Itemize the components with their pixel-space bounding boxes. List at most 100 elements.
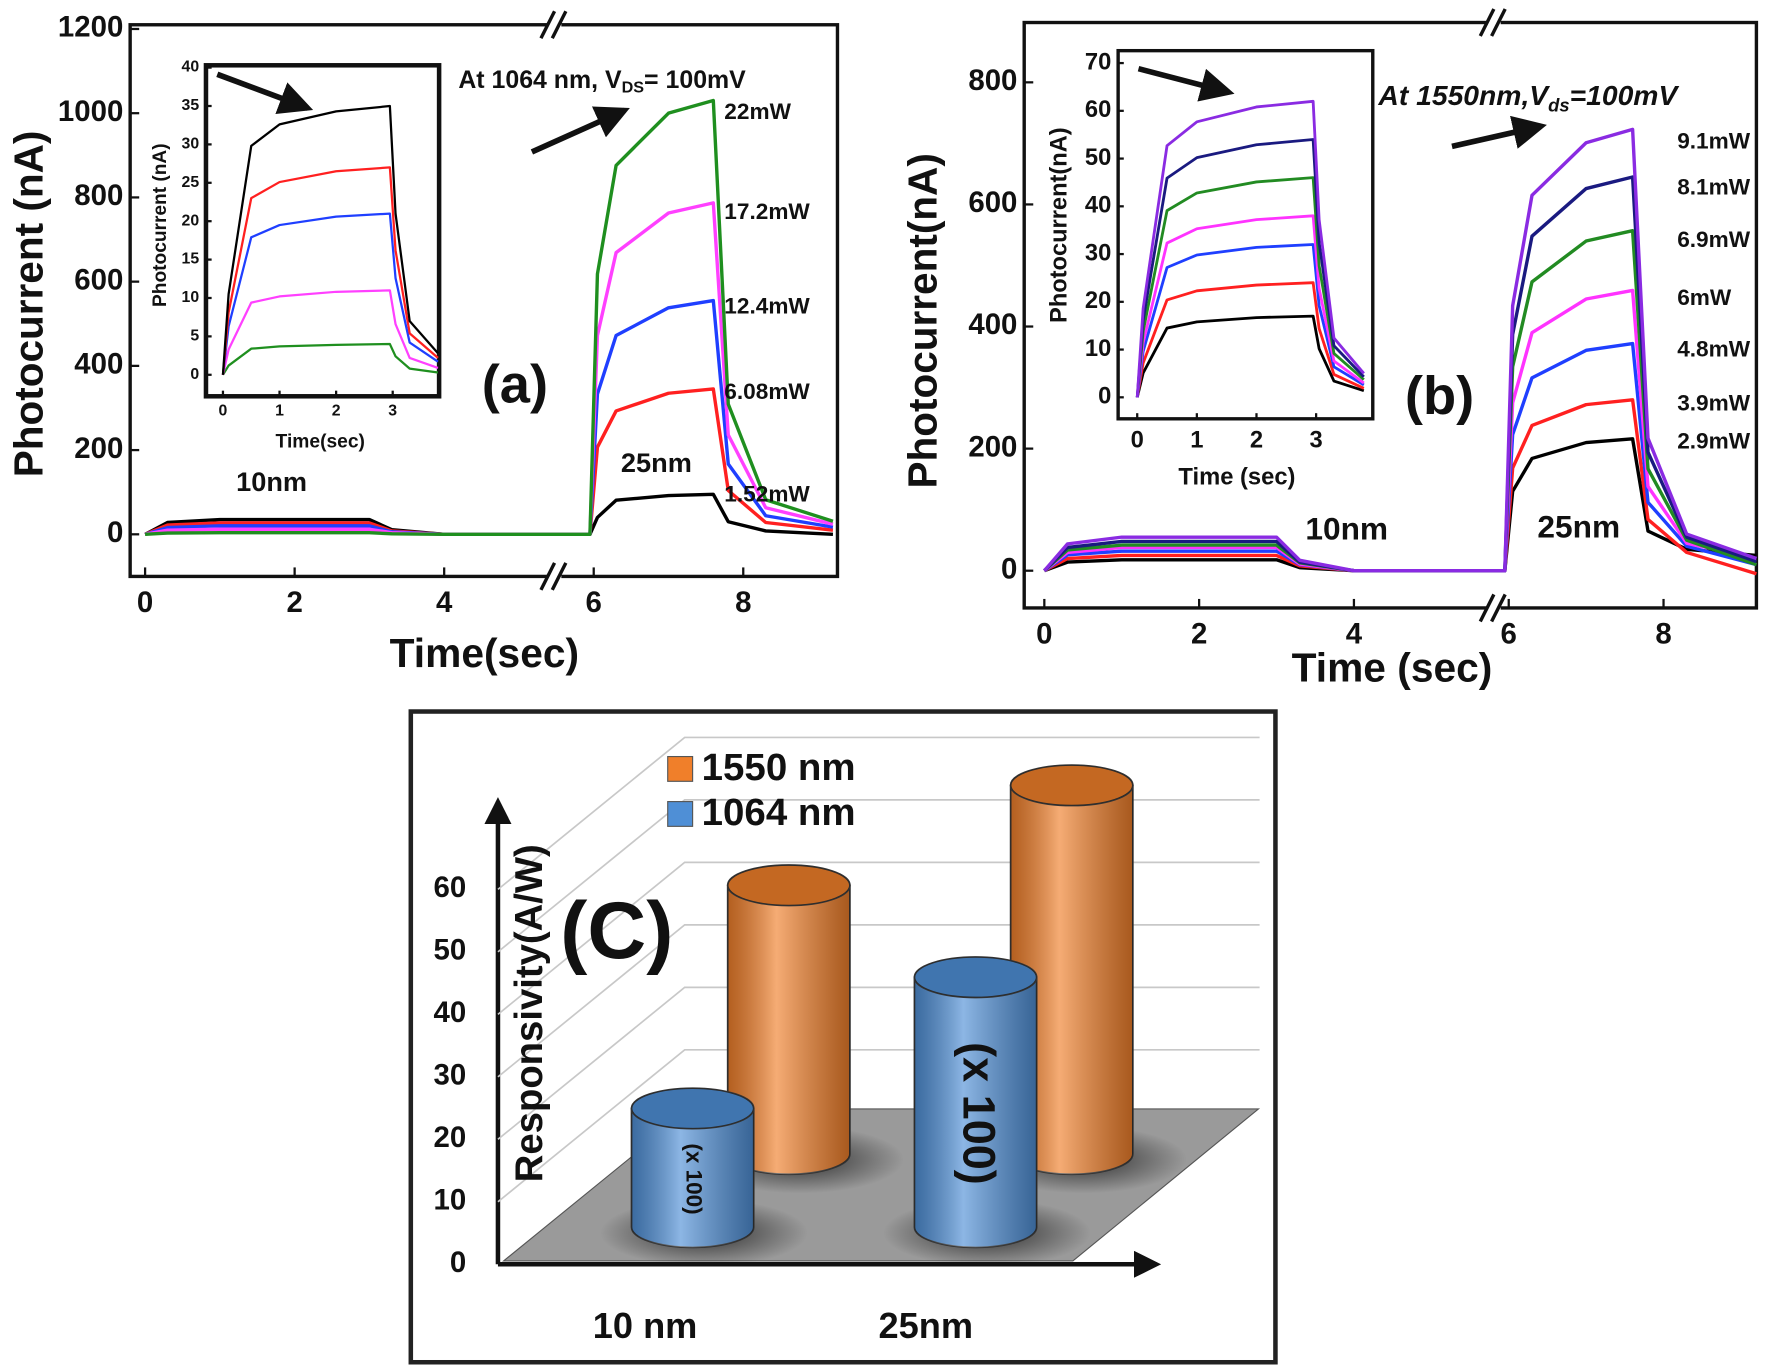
series-line (1135, 243, 1365, 398)
x-tick-label: 10 nm (593, 1305, 698, 1346)
series-label: 4.8mW (1677, 336, 1751, 361)
x-axis-label: Time(sec) (276, 432, 365, 453)
y-tick-label: 10 (434, 1184, 467, 1217)
region-label: 25nm (621, 447, 692, 478)
y-tick-label: 800 (968, 64, 1017, 97)
x-tick-label: 1 (275, 402, 284, 419)
bar-top (726, 864, 851, 907)
bar-annotation: (x 100) (954, 1042, 1005, 1185)
annotation: At 1550nm,Vds=100mV (1377, 79, 1679, 115)
arrow (1451, 115, 1547, 150)
axis-break (539, 10, 557, 40)
series-label: 6.08mW (724, 379, 810, 404)
y-tick-label: 400 (74, 348, 123, 381)
series-line (144, 492, 834, 537)
x-tick-label: 2 (332, 402, 341, 419)
series-line (221, 166, 439, 375)
series-line (1135, 314, 1365, 398)
y-tick-label: 200 (74, 432, 123, 465)
x-tick-label: 0 (137, 586, 153, 619)
y-tick-label: 0 (190, 366, 199, 383)
y-tick-label: 5 (190, 328, 199, 345)
legend-label: 1550 nm (702, 746, 856, 789)
y-tick-label: 15 (182, 251, 200, 268)
y-tick-label: 400 (968, 308, 1017, 341)
y-tick-label: 30 (1085, 240, 1111, 266)
arrow (530, 106, 630, 155)
bar-annotation: (x 100) (682, 1143, 707, 1214)
bar-top-shade (1010, 765, 1133, 806)
panel-label: (C) (560, 885, 673, 976)
x-tick-label: 2 (1191, 618, 1207, 651)
series-label: 8.1mW (1677, 175, 1751, 200)
x-tick-label: 8 (1655, 618, 1671, 651)
axis-break (1478, 8, 1496, 37)
axis-break (550, 10, 568, 40)
series-label: 3.9mW (1677, 391, 1751, 416)
y-tick-label: 70 (1085, 49, 1111, 75)
bar-top-shade (727, 865, 850, 906)
x-tick-label: 25nm (878, 1305, 973, 1346)
series-line (221, 104, 439, 375)
x-tick-label: 6 (586, 586, 602, 619)
series-label: 1.52mW (724, 482, 810, 507)
y-axis-label: Photocurrent (nA) (5, 131, 51, 478)
legend-swatch (667, 801, 694, 827)
series-label: 2.9mW (1677, 429, 1751, 454)
y-tick-label: 20 (1085, 288, 1111, 314)
x-axis-label: Time (sec) (1292, 645, 1493, 691)
y-tick-label: 50 (1085, 145, 1111, 171)
region-label: 10nm (236, 466, 307, 497)
y-tick-label: 60 (1085, 97, 1111, 123)
y-axis-label: Photocurrent(nA) (1047, 127, 1073, 323)
axis-break (550, 562, 568, 591)
arrow (216, 71, 314, 115)
x-axis-label: Time (sec) (1178, 465, 1295, 491)
series-line (1135, 138, 1365, 398)
series-label: 9.1mW (1677, 129, 1751, 154)
x-tick-label: 3 (388, 402, 397, 419)
series-line (221, 212, 439, 375)
axis-break (1478, 593, 1496, 623)
panel-label: (b) (1405, 366, 1474, 426)
x-tick-label: 2 (1250, 428, 1263, 454)
annotation-text: At 1064 nm, V (458, 67, 622, 94)
x-tick-label: 4 (436, 586, 453, 619)
y-tick-label: 200 (968, 430, 1017, 463)
y-tick-label: 0 (1001, 553, 1017, 586)
bar-shine (914, 977, 1037, 1248)
annotation-sub: DS (622, 79, 645, 97)
axis-break (1490, 593, 1507, 623)
annotation-sub: ds (1548, 94, 1569, 115)
axis-break (1490, 8, 1507, 37)
series-line (1135, 99, 1365, 398)
y-tick-label: 10 (182, 289, 200, 306)
annotation: At 1064 nm, VDS= 100mV (458, 67, 746, 97)
region-label: 10nm (1305, 511, 1388, 547)
legend-swatch (667, 755, 694, 782)
series-label: 17.2mW (724, 199, 810, 224)
y-tick-label: 20 (434, 1121, 467, 1154)
y-tick-label: 0 (450, 1246, 466, 1279)
y-tick-label: 25 (182, 174, 200, 191)
y-tick-label: 600 (74, 263, 123, 296)
y-tick-label: 30 (434, 1059, 467, 1092)
bar-top (913, 956, 1038, 999)
x-tick-label: 0 (1036, 618, 1052, 651)
y-tick-label: 40 (182, 59, 200, 76)
x-axis-label: Time(sec) (390, 630, 579, 676)
x-tick-label: 2 (286, 586, 302, 619)
y-tick-label: 60 (434, 871, 467, 904)
y-axis-label: Photocurrent (nA) (150, 143, 171, 307)
x-tick-label: 0 (1131, 428, 1144, 454)
y-axis-label: Photocurrent(nA) (899, 153, 945, 488)
y-tick-label: 20 (182, 212, 200, 229)
x-tick-label: 6 (1501, 618, 1517, 651)
x-tick-label: 4 (1346, 618, 1363, 651)
series-label: 12.4mW (724, 294, 810, 319)
series-line (1135, 281, 1365, 398)
bar-top-shade (914, 956, 1037, 998)
series-label: 6mW (1677, 285, 1732, 310)
